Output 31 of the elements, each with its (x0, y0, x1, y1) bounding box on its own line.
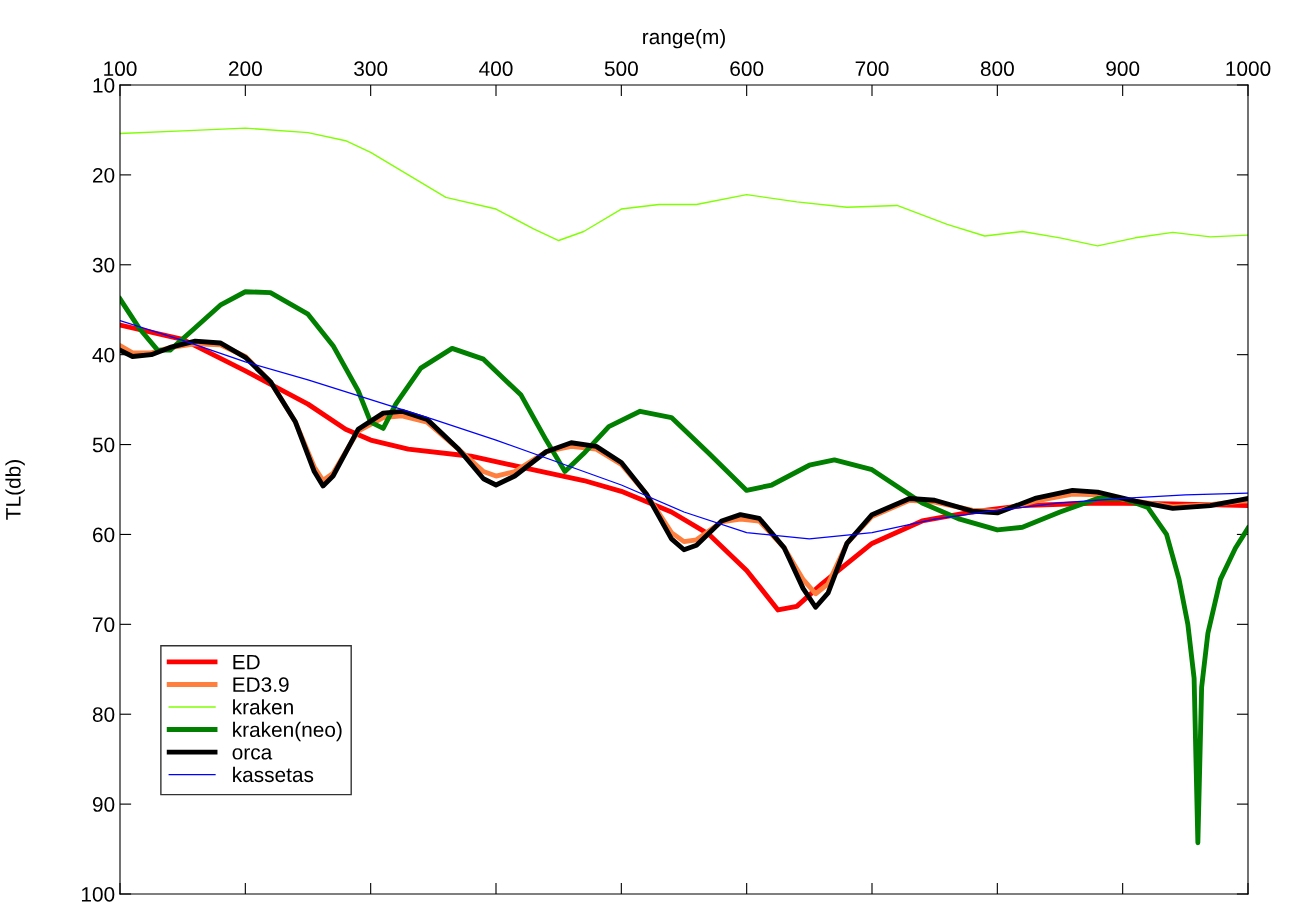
y-tick-label: 30 (92, 257, 115, 273)
legend-label: ED3.9 (233, 677, 289, 692)
legend-label: ED (233, 654, 260, 670)
x-axis-title: range(m) (643, 28, 725, 49)
y-tick-label: 50 (92, 437, 115, 453)
x-tick-label: 400 (479, 61, 513, 77)
legend-label: kassetas (233, 766, 314, 783)
x-tick-label: 800 (980, 61, 1014, 77)
x-tick-label: 1000 (1226, 61, 1271, 77)
x-tick-label: 600 (730, 61, 764, 77)
legend-label: kraken (233, 699, 293, 715)
y-tick-label: 80 (92, 707, 115, 722)
x-tick-label: 300 (354, 61, 388, 77)
y-tick-label: 60 (93, 527, 115, 543)
y-tick-label: 20 (93, 167, 115, 183)
x-tick-label: 200 (229, 61, 262, 77)
y-tick-label: 40 (92, 347, 115, 363)
x-tick-label: 100 (104, 61, 137, 77)
x-tick-label: 700 (855, 61, 889, 77)
line-series (120, 127, 1248, 247)
y-tick-label: 70 (93, 617, 115, 633)
y-tick-label: 100 (81, 887, 115, 902)
x-tick-label: 500 (604, 61, 638, 77)
x-tick-label: 900 (1106, 61, 1140, 77)
line-series (120, 289, 1248, 846)
y-tick-label: 10 (93, 78, 115, 93)
line-series (120, 319, 1248, 540)
y-axis-title: TL(db) (5, 460, 25, 520)
legend-label: orca (232, 748, 273, 760)
legend-label: kraken(neo) (233, 721, 342, 742)
y-tick-label: 90 (92, 797, 115, 812)
